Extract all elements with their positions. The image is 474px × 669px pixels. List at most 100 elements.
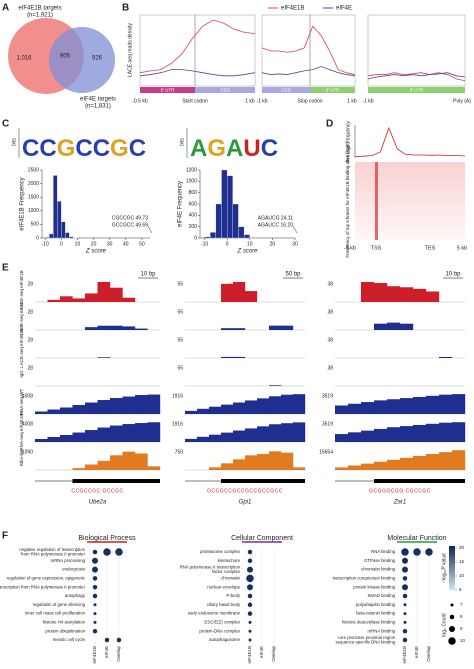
hist-bar bbox=[204, 236, 211, 239]
venn-circle bbox=[49, 27, 115, 93]
coverage-bar bbox=[374, 428, 388, 442]
go-term: RNA polymerase II transcription bbox=[180, 565, 241, 570]
hist-bar bbox=[57, 201, 62, 239]
coverage-bar bbox=[35, 411, 48, 414]
coverage-bar bbox=[413, 455, 427, 470]
go-term: negative regulation of transcription bbox=[19, 547, 85, 552]
size-key bbox=[449, 626, 455, 632]
coverage-bar bbox=[281, 423, 294, 442]
label: -5 kb bbox=[344, 245, 356, 251]
coverage-bar bbox=[147, 466, 161, 470]
label: -0.5 kb bbox=[132, 98, 148, 104]
tick-label: 9 bbox=[460, 626, 463, 631]
axis-label: IgG bbox=[19, 370, 24, 378]
hist-bar bbox=[49, 233, 54, 239]
track-max: 4008 bbox=[22, 393, 33, 399]
coverage-bar bbox=[97, 282, 111, 302]
hist-bar bbox=[53, 175, 58, 239]
coverage-bar bbox=[413, 288, 427, 302]
coverage-bar bbox=[400, 457, 414, 470]
hist-bar bbox=[45, 237, 50, 239]
region-box bbox=[368, 87, 465, 93]
coverage-bar bbox=[269, 385, 282, 386]
coverage-bar bbox=[221, 283, 234, 302]
x-tick-label: Overlap bbox=[426, 646, 431, 662]
y-tick-label: 1000 bbox=[186, 179, 197, 185]
y-tick-label: 2500 bbox=[28, 167, 39, 173]
coverage-bar bbox=[348, 403, 362, 414]
coverage-bar bbox=[47, 299, 61, 302]
go-term: early endosome membrane bbox=[188, 611, 241, 616]
track-max: 38 bbox=[327, 337, 333, 343]
go-term: meiotic cell cycle bbox=[53, 637, 86, 642]
dot bbox=[246, 574, 254, 583]
track-max: 38 bbox=[327, 281, 333, 287]
dot bbox=[115, 548, 123, 556]
label: 3' UTR bbox=[326, 88, 341, 93]
coverage-bar bbox=[110, 455, 123, 470]
coverage-bar bbox=[122, 396, 136, 414]
track-max: 15654 bbox=[319, 449, 333, 455]
coverage-bar bbox=[426, 291, 440, 302]
coverage-bar bbox=[122, 326, 136, 330]
dot bbox=[247, 602, 253, 608]
panel-label: D bbox=[326, 119, 333, 130]
coverage-bar bbox=[85, 430, 98, 442]
axis-label: Frequency of top 5 kmers for eIF4E1B bin… bbox=[345, 142, 350, 258]
track-max: 55 bbox=[177, 337, 183, 343]
coverage-bar bbox=[452, 450, 466, 470]
track-max: 55 bbox=[177, 309, 183, 315]
coverage-bar bbox=[400, 287, 414, 302]
coverage-bar bbox=[135, 328, 148, 330]
coverage-bar bbox=[122, 297, 136, 302]
axis-label: Average frequency bbox=[345, 121, 351, 163]
coverage-bar bbox=[197, 408, 210, 414]
coverage-bar bbox=[269, 424, 282, 442]
label: -1 kb bbox=[362, 98, 373, 104]
track-max: 38 bbox=[327, 309, 333, 315]
go-term: autophagosome bbox=[209, 637, 240, 642]
coverage-bar bbox=[85, 293, 98, 302]
coverage-bar bbox=[47, 437, 61, 442]
go-term: transcription corepressor binding bbox=[333, 576, 396, 581]
panel-label: A bbox=[2, 3, 9, 14]
size-key bbox=[448, 637, 456, 645]
colorbar bbox=[449, 546, 455, 590]
panel-title: Biological Process bbox=[78, 535, 136, 542]
dot bbox=[403, 620, 407, 624]
y-tick-label: 1200 bbox=[186, 167, 197, 173]
x-tick-label: 40 bbox=[123, 241, 129, 247]
profile-line bbox=[139, 19, 256, 74]
region-box bbox=[262, 87, 310, 93]
size-key bbox=[450, 603, 454, 607]
coverage-bar bbox=[269, 396, 282, 414]
x-tick-label: 0 bbox=[60, 241, 63, 247]
track-max: 28 bbox=[27, 281, 33, 287]
label: 1,016 bbox=[16, 56, 32, 62]
coverage-bar bbox=[439, 356, 453, 358]
go-term: histone deacetylase binding bbox=[342, 620, 396, 625]
panel-title: Molecular Function bbox=[387, 535, 446, 542]
go-term: polyubiquitin binding bbox=[356, 602, 396, 607]
coverage-bar bbox=[269, 325, 282, 330]
track-max: 55 bbox=[177, 365, 183, 371]
x-tick-label: -10 bbox=[42, 241, 49, 247]
arrow bbox=[292, 225, 298, 234]
label: -1 kb bbox=[256, 98, 267, 104]
axis-label: LACE-seq eIF4E1B-/- bbox=[19, 324, 24, 368]
sequence: GCGGGCGG CGCCGC bbox=[369, 488, 431, 494]
go-term: ciliary basal body bbox=[207, 602, 241, 607]
coverage-bar bbox=[233, 356, 246, 358]
y-tick-label: 800 bbox=[189, 190, 198, 196]
y-tick-label: 600 bbox=[189, 201, 198, 207]
dot bbox=[92, 576, 98, 581]
go-term: SMAD binding bbox=[368, 593, 396, 598]
profile-line bbox=[261, 66, 356, 77]
coverage-bar bbox=[452, 394, 466, 414]
heatmap bbox=[355, 162, 465, 240]
panel-label: C bbox=[2, 119, 9, 130]
y-tick-label: 200 bbox=[189, 224, 198, 230]
coverage-bar bbox=[335, 405, 349, 414]
dot bbox=[401, 548, 409, 556]
